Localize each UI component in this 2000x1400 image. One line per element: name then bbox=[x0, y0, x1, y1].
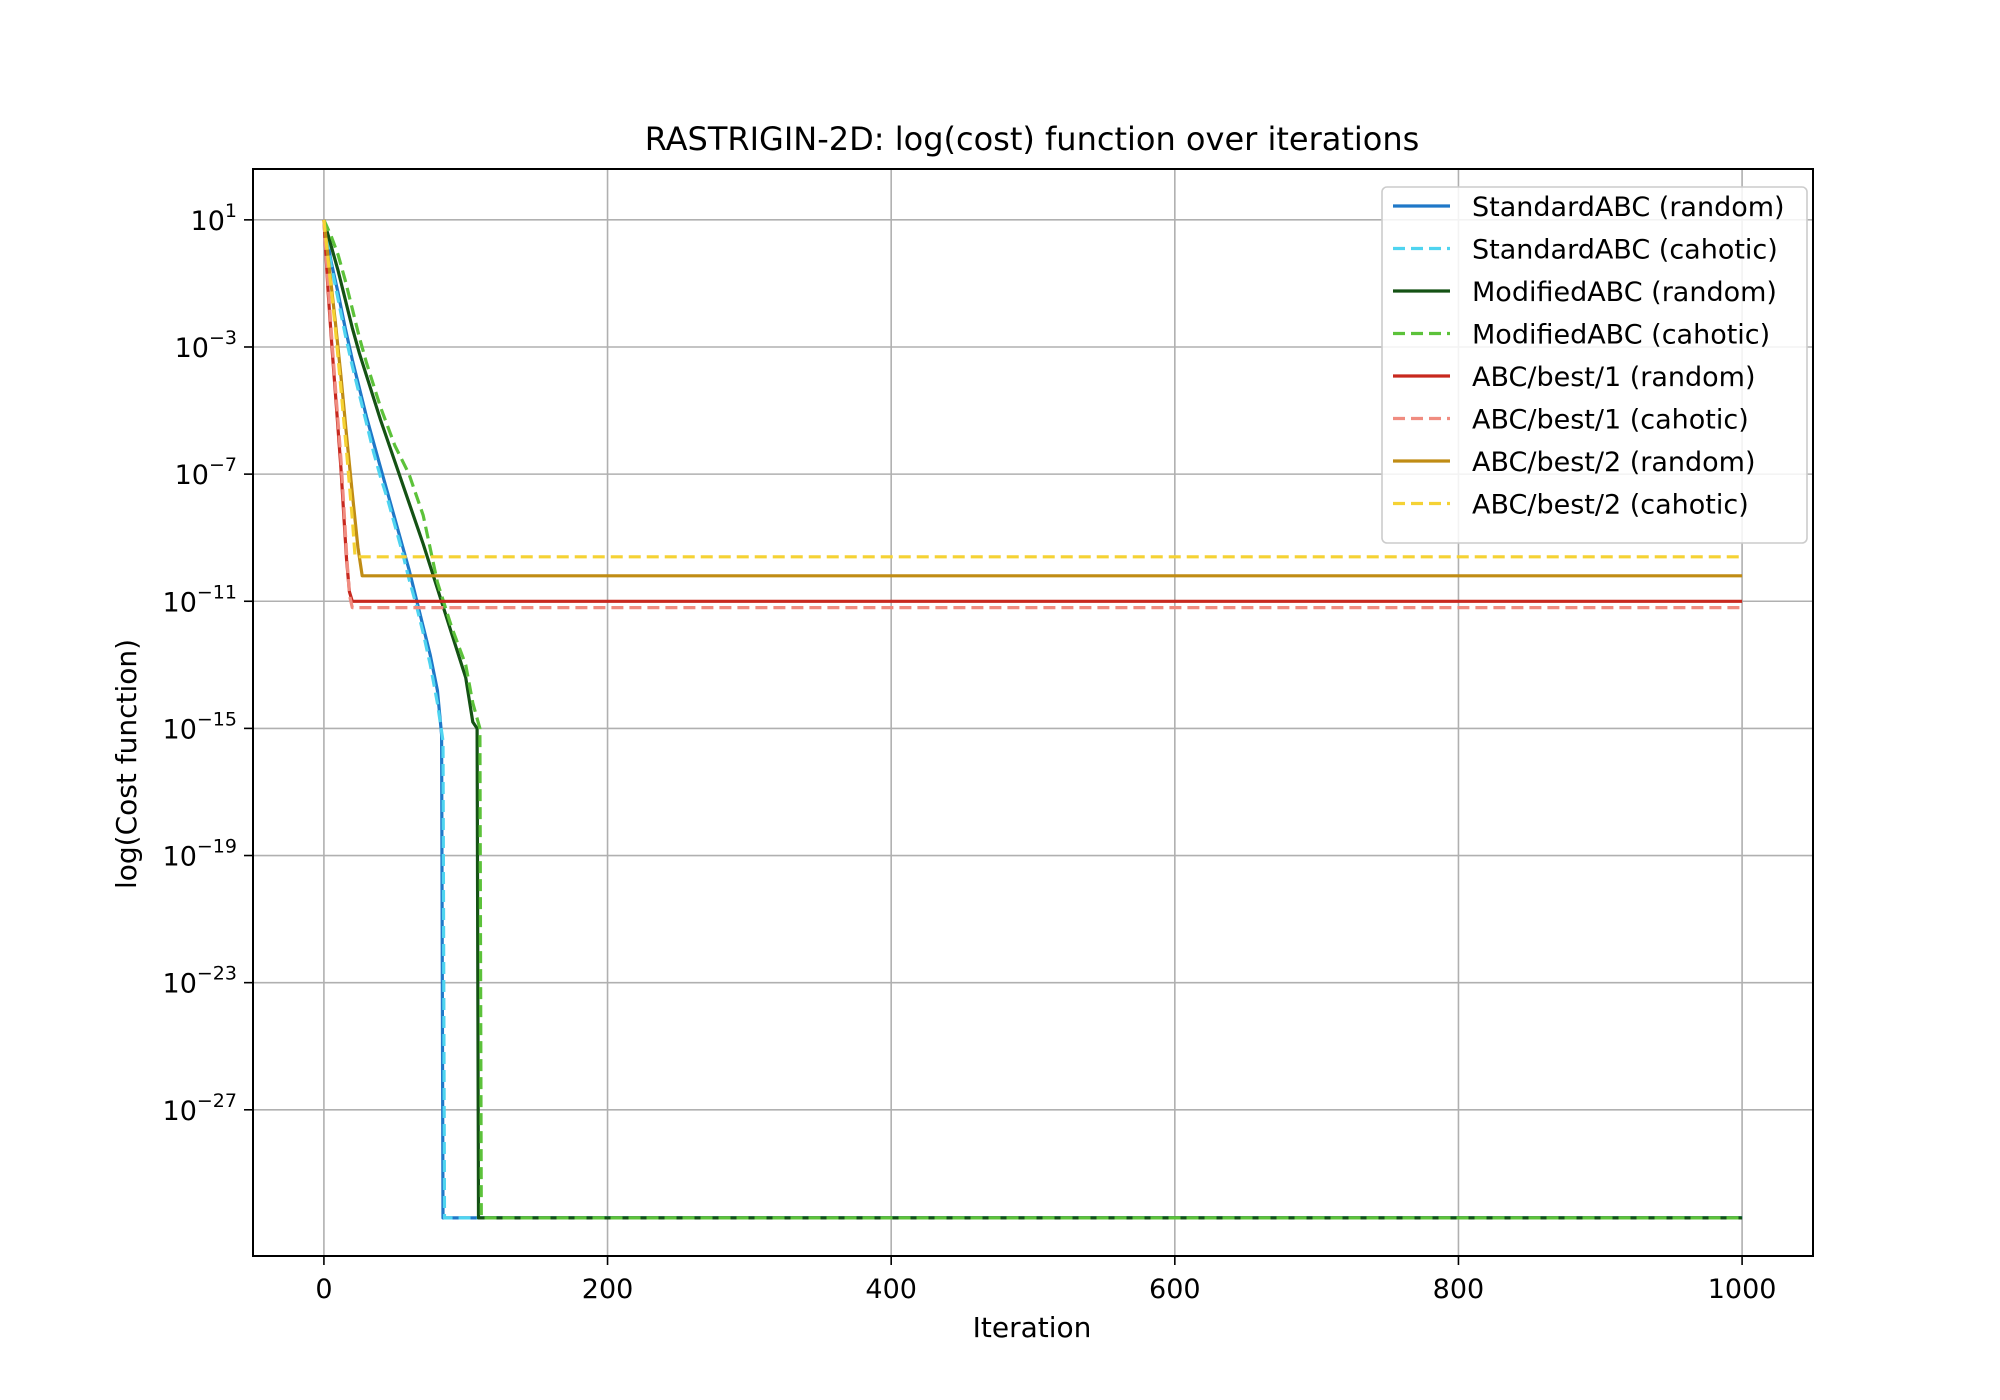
x-tick-label: 200 bbox=[582, 1274, 634, 1305]
series-lines bbox=[322, 219, 1743, 1220]
series-line-3 bbox=[322, 219, 1743, 1220]
series-line-4 bbox=[322, 219, 1743, 1220]
x-axis-label: Iteration bbox=[973, 1311, 1092, 1344]
y-axis-label: log(Cost function) bbox=[110, 639, 143, 889]
legend-label: ABC/best/2 (random) bbox=[1472, 447, 1756, 478]
series-line-6 bbox=[322, 219, 1743, 610]
legend-label: ModifiedABC (random) bbox=[1472, 277, 1777, 308]
y-tick-label: 10−19 bbox=[163, 836, 237, 873]
legend-label: StandardABC (random) bbox=[1472, 192, 1785, 223]
y-tick-label: 10−3 bbox=[175, 327, 237, 364]
series-line-8 bbox=[322, 219, 1743, 559]
x-tick-label: 0 bbox=[315, 1274, 332, 1305]
y-tick-label: 10−23 bbox=[163, 963, 237, 1000]
legend-label: ModifiedABC (cahotic) bbox=[1472, 320, 1770, 351]
y-tick-label: 10−27 bbox=[163, 1090, 237, 1127]
legend-label: ABC/best/1 (cahotic) bbox=[1472, 405, 1749, 436]
plot-frame bbox=[252, 168, 1814, 1257]
series-line-2 bbox=[322, 219, 1743, 1220]
y-tick-label: 10−11 bbox=[163, 581, 237, 618]
legend-label: ABC/best/1 (random) bbox=[1472, 362, 1756, 393]
y-tick-label: 101 bbox=[191, 200, 237, 237]
legend-box bbox=[1381, 186, 1808, 544]
y-tick-label: 10−15 bbox=[163, 708, 237, 745]
x-tick-label: 600 bbox=[1149, 1274, 1201, 1305]
x-axis: 0 200 400 600 800 1000 bbox=[315, 1256, 1776, 1305]
x-tick-label: 400 bbox=[865, 1274, 917, 1305]
y-axis: 101 10−3 10−7 10−11 10−15 10−19 10−23 10−27 bbox=[163, 200, 253, 1127]
y-tick-label: 10−7 bbox=[175, 454, 237, 491]
x-tick-label: 800 bbox=[1433, 1274, 1485, 1305]
chart-title: RASTRIGIN-2D: log(cost) function over it… bbox=[645, 120, 1420, 158]
legend-label: StandardABC (cahotic) bbox=[1472, 235, 1778, 266]
legend: StandardABC (random) StandardABC (cahotic… bbox=[1381, 186, 1808, 544]
x-tick-label: 1000 bbox=[1708, 1274, 1777, 1305]
legend-label: ABC/best/2 (cahotic) bbox=[1472, 490, 1749, 521]
